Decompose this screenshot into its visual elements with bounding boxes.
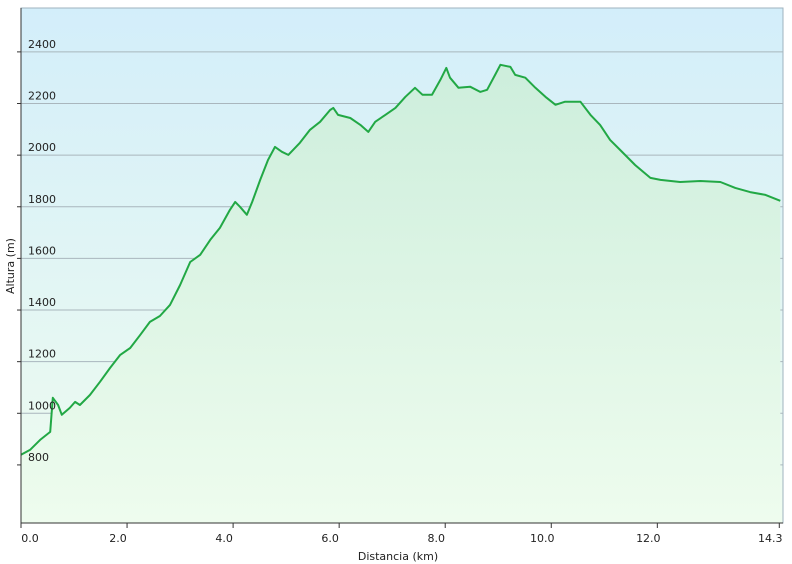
- x-axis-label: Distancia (km): [358, 550, 438, 563]
- y-tick-label: 2200: [28, 90, 56, 103]
- y-axis-label: Altura (m): [4, 238, 17, 294]
- elevation-line: [20, 63, 781, 456]
- x-tick-label: 4.0: [215, 532, 233, 545]
- y-tick-label: 1600: [28, 244, 56, 257]
- x-tick-label: 6.0: [321, 532, 339, 545]
- x-tick-label: 8.0: [427, 532, 445, 545]
- y-tick-label: 800: [28, 451, 49, 464]
- x-tick-label: 2.0: [109, 532, 127, 545]
- y-tick-label: 1200: [28, 348, 56, 361]
- y-tick-label: 1800: [28, 193, 56, 206]
- y-tick-label: 1000: [28, 399, 56, 412]
- x-tick-label: 0.0: [21, 532, 39, 545]
- x-tick-label: 14.3: [758, 532, 783, 545]
- y-tick-label: 2400: [28, 38, 56, 51]
- y-tick-label: 2000: [28, 141, 56, 154]
- area-fill: [21, 64, 781, 524]
- x-tick-label: 10.0: [530, 532, 555, 545]
- x-tick-label: 12.0: [636, 532, 661, 545]
- y-tick-label: 1400: [28, 296, 56, 309]
